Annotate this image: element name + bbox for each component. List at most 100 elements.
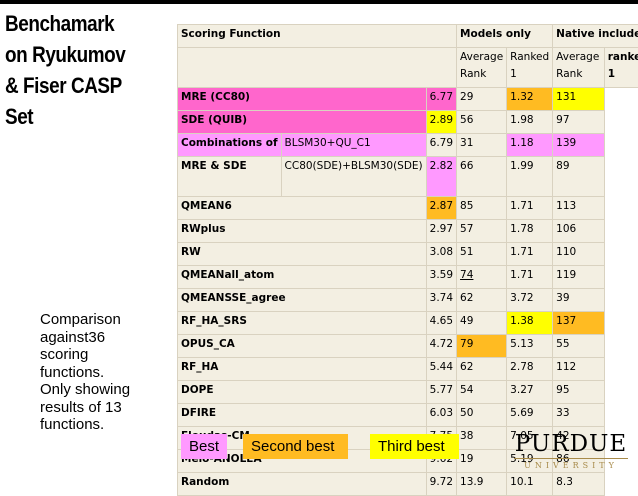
- note-line: functions.: [40, 416, 160, 434]
- cell-navg: 1.71: [507, 243, 553, 266]
- cell-nr1: 8.3: [553, 473, 605, 496]
- cell-avg: 5.44: [426, 358, 456, 381]
- cell-r1: 49: [457, 312, 507, 335]
- note-line: against36: [40, 329, 160, 347]
- cell-nr1: 33: [553, 404, 605, 427]
- title-line: Set: [5, 101, 147, 132]
- cell-name: DOPE: [178, 381, 427, 404]
- table-subheader-row: Average Rank Ranked 1 Average Rank ranke…: [178, 48, 638, 88]
- cell-name: QMEANall_atom: [178, 266, 427, 289]
- cell-nr1: 89: [553, 157, 605, 197]
- cell-r1: 62: [457, 358, 507, 381]
- cell-avg: 6.77: [426, 88, 456, 111]
- cell-r1: 85: [457, 197, 507, 220]
- cell-nr1: 112: [553, 358, 605, 381]
- cell-avg: 2.82: [426, 157, 456, 197]
- cell-name: Combinations of: [178, 134, 282, 157]
- note-line: results of 13: [40, 399, 160, 417]
- cell-avg: 3.08: [426, 243, 456, 266]
- cell-r1: 19: [457, 450, 507, 473]
- cell-avg: 2.87: [426, 197, 456, 220]
- cell-r1: 79: [457, 335, 507, 358]
- cell-avg: 3.74: [426, 289, 456, 312]
- top-border: [0, 0, 638, 4]
- header-native-included: Native included: [553, 25, 638, 48]
- cell-nr1: 113: [553, 197, 605, 220]
- title-line: Benchamark: [5, 8, 147, 39]
- cell-avg: 5.77: [426, 381, 456, 404]
- cell-r1: 66: [457, 157, 507, 197]
- subheader-native-average-rank: Average Rank: [553, 48, 605, 88]
- cell-avg: 2.89: [426, 111, 456, 134]
- cell-name: Random: [178, 473, 427, 496]
- scoring-table: Scoring Function Models only Native incl…: [177, 24, 638, 496]
- note-line: Comparison: [40, 311, 160, 329]
- cell-nr1: 137: [553, 312, 605, 335]
- cell-avg: 4.65: [426, 312, 456, 335]
- note-line: functions.: [40, 364, 160, 382]
- cell-name: DFIRE: [178, 404, 427, 427]
- cell-r1: 54: [457, 381, 507, 404]
- logo-word: PURDUE: [510, 431, 632, 457]
- logo-rule: [514, 458, 628, 459]
- cell-r1: 62: [457, 289, 507, 312]
- legend-third-best: Third best: [370, 434, 459, 459]
- cell-navg: 1.32: [507, 88, 553, 111]
- cell-name: MRE (CC80): [178, 88, 427, 111]
- comparison-note: Comparison against36 scoring functions. …: [40, 311, 160, 434]
- cell-avg: 6.03: [426, 404, 456, 427]
- cell-avg: 2.97: [426, 220, 456, 243]
- cell-nr1: 39: [553, 289, 605, 312]
- cell-name: RWplus: [178, 220, 427, 243]
- legend-second-best: Second best: [243, 434, 348, 459]
- cell-navg: 1.71: [507, 197, 553, 220]
- cell-navg: 1.71: [507, 266, 553, 289]
- purdue-logo: PURDUE UNIVERSITY: [510, 431, 632, 471]
- note-line: Only showing: [40, 381, 160, 399]
- cell-r1: 31: [457, 134, 507, 157]
- subheader-average-rank: Average Rank: [457, 48, 507, 88]
- cell-r1: 50: [457, 404, 507, 427]
- table-header-row: Scoring Function Models only Native incl…: [178, 25, 638, 48]
- cell-navg: 1.99: [507, 157, 553, 197]
- cell-nr1: 131: [553, 88, 605, 111]
- note-line: scoring: [40, 346, 160, 364]
- slide-title: Benchamark on Ryukumov & Fiser CASP Set: [5, 8, 147, 132]
- cell-sub: BLSM30+QU_C1: [281, 134, 426, 157]
- cell-navg: 1.18: [507, 134, 553, 157]
- cell-navg: 5.69: [507, 404, 553, 427]
- cell-navg: 3.27: [507, 381, 553, 404]
- cell-nr1: 139: [553, 134, 605, 157]
- cell-name: MRE & SDE: [178, 157, 282, 197]
- cell-navg: 3.72: [507, 289, 553, 312]
- cell-r1: 74: [457, 266, 507, 289]
- header-scoring-function: Scoring Function: [178, 25, 457, 48]
- subheader-ranked1: Ranked 1: [507, 48, 553, 88]
- cell-name: SDE (QUIB): [178, 111, 427, 134]
- cell-nr1: 106: [553, 220, 605, 243]
- header-models-only: Models only: [457, 25, 553, 48]
- cell-r1: 13.9: [457, 473, 507, 496]
- cell-name: RF_HA_SRS: [178, 312, 427, 335]
- cell-name: RW: [178, 243, 427, 266]
- cell-avg: 9.72: [426, 473, 456, 496]
- cell-nr1: 97: [553, 111, 605, 134]
- cell-r1: 57: [457, 220, 507, 243]
- cell-r1: 56: [457, 111, 507, 134]
- cell-name: OPUS_CA: [178, 335, 427, 358]
- cell-nr1: 110: [553, 243, 605, 266]
- cell-r1: 29: [457, 88, 507, 111]
- cell-name: RF_HA: [178, 358, 427, 381]
